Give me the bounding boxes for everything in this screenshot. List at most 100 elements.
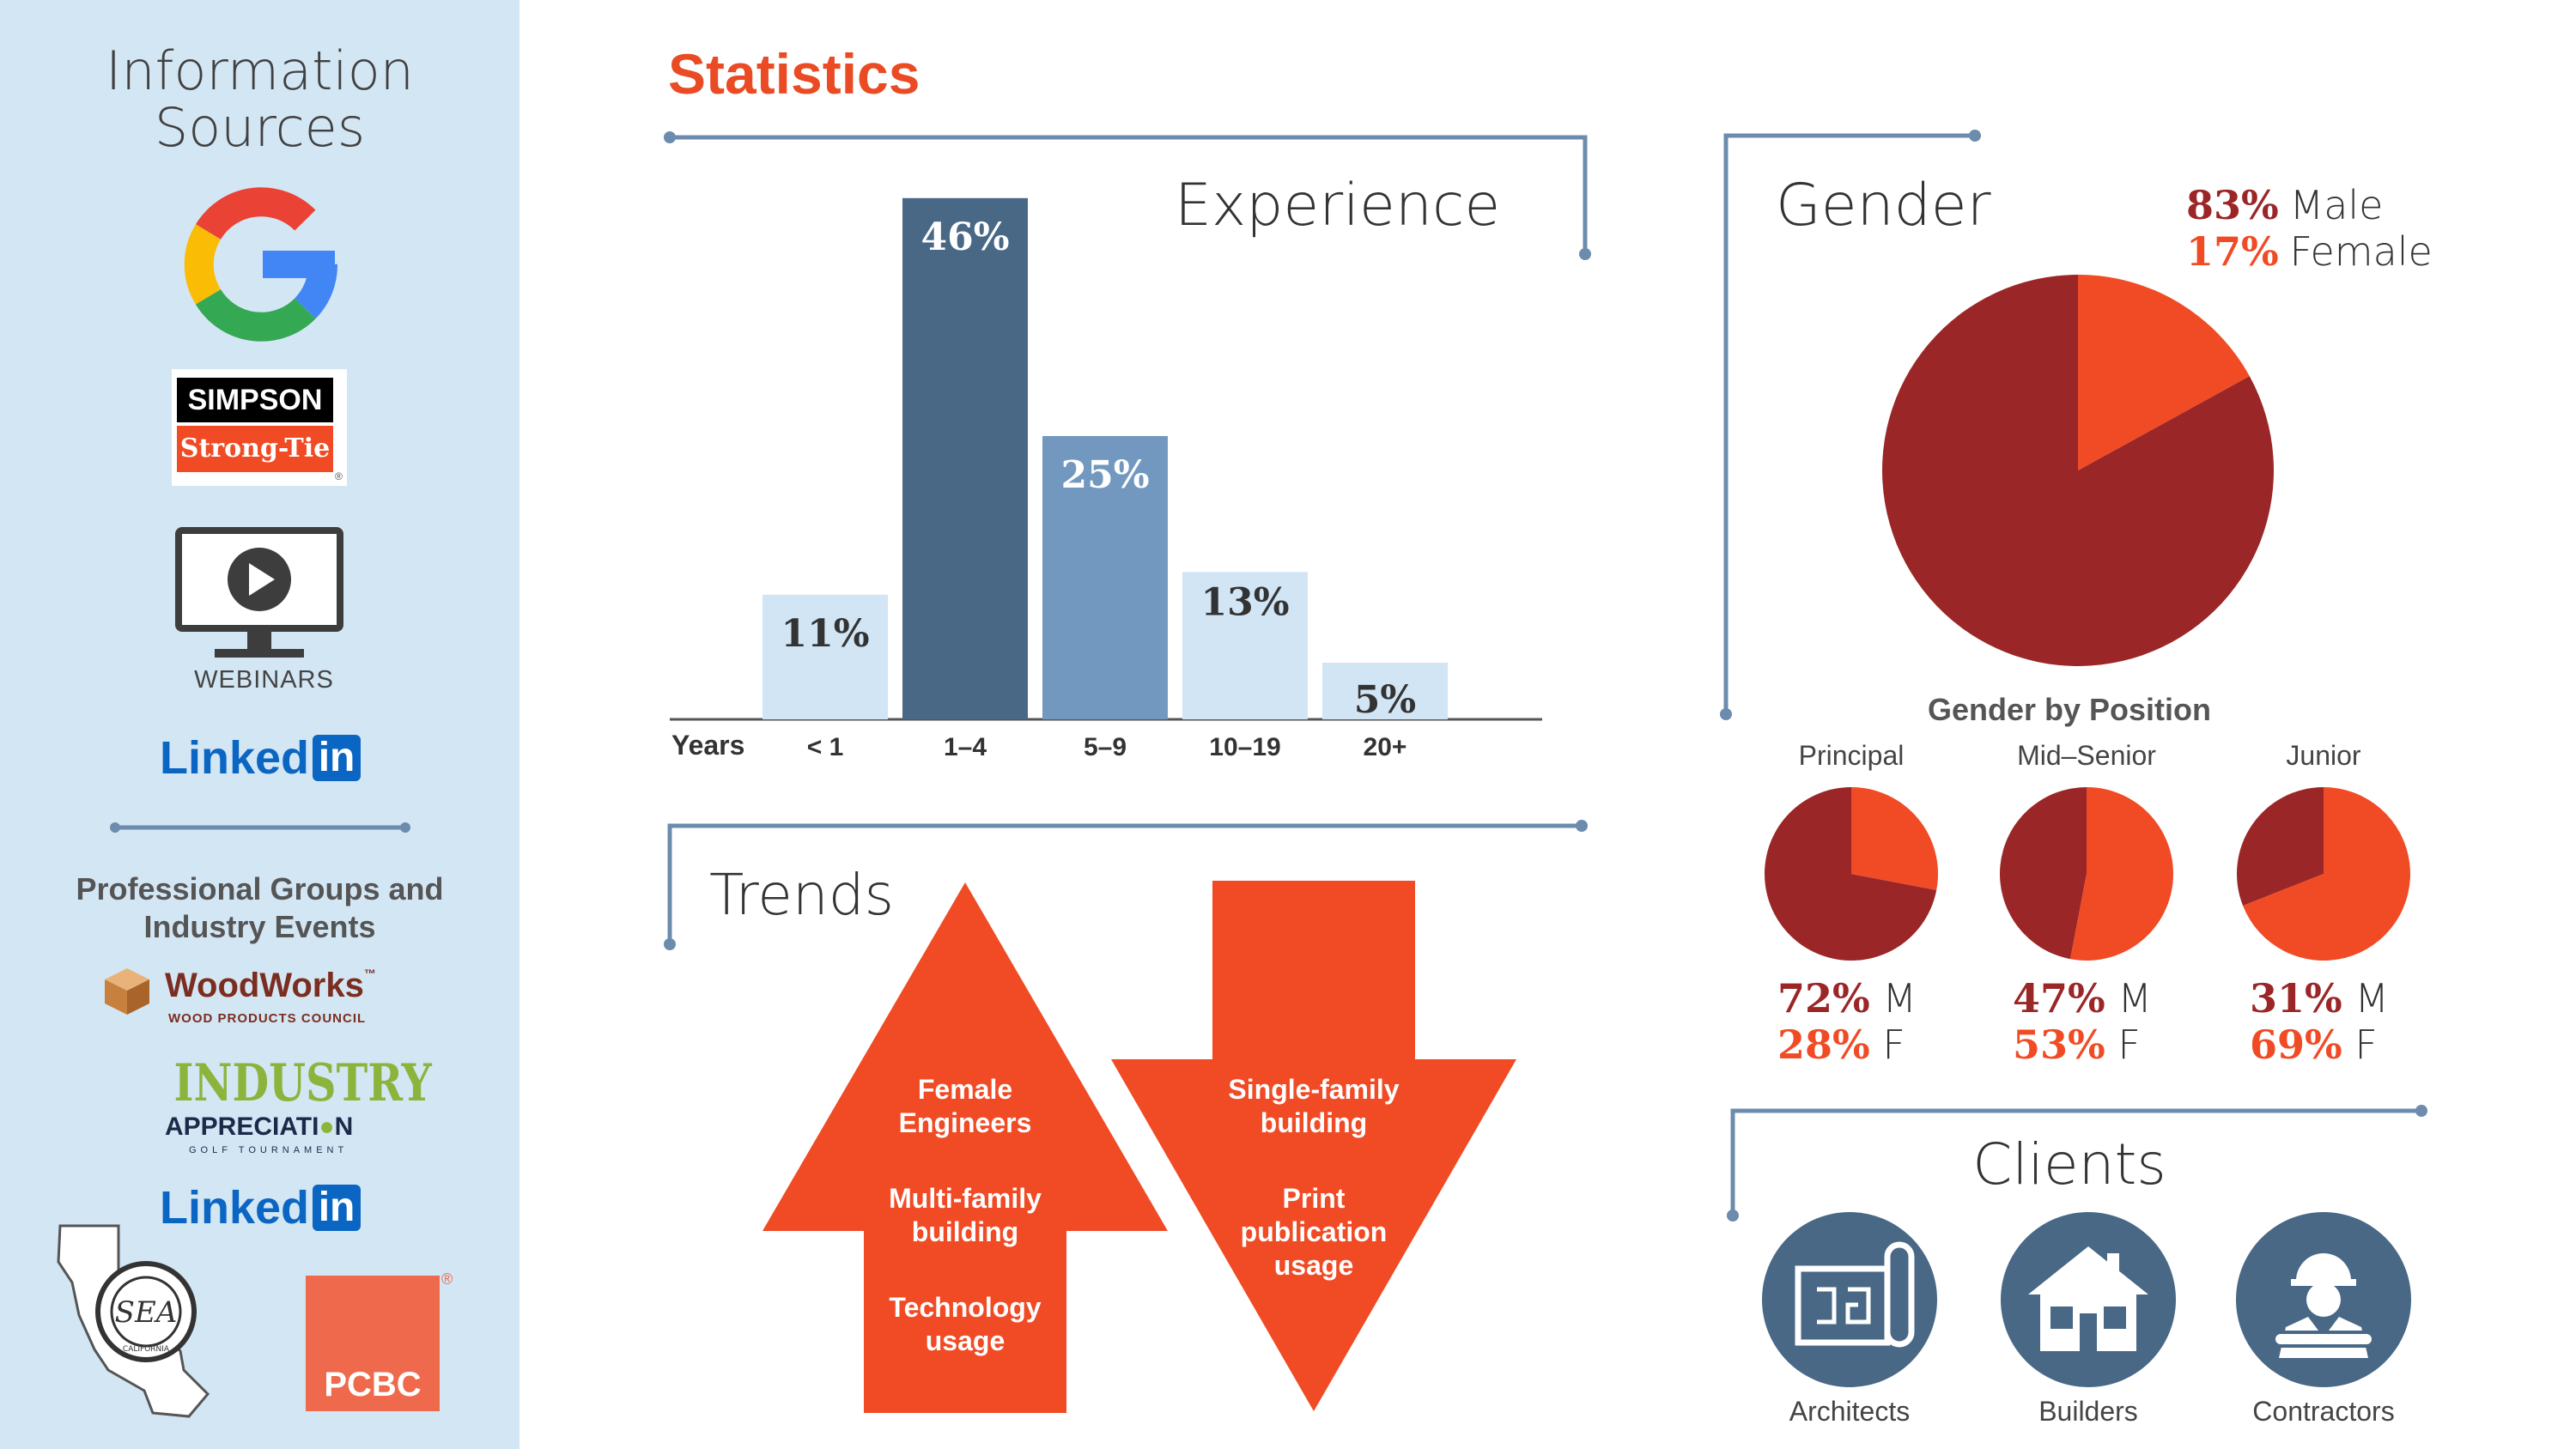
position-legend-0: 72% M 28% F (1777, 975, 1917, 1068)
google-logo-icon (184, 187, 337, 342)
woodworks-logo: WoodWorks™ (165, 967, 376, 1005)
position-sex-2-0: M (2342, 975, 2390, 1022)
client-architects-label: Architects (1789, 1396, 1911, 1427)
x-tick-label-1: 1–4 (944, 733, 987, 761)
webinars-label: WEBINARS (194, 666, 334, 694)
trend-up-item-line: Multi-family (889, 1183, 1042, 1214)
trend-up-list: Female Engineers Multi-family building Techn… (816, 1073, 1115, 1400)
pcbc-registered-mark: ® (441, 1270, 453, 1288)
position-legend-row-2-0: 31% M (2250, 975, 2389, 1022)
position-legend-row-1-0: 47% M (2013, 975, 2152, 1022)
sea-california-logo-icon: SEA CALIFORNIA (57, 1224, 210, 1418)
client-builders-label: Builders (2038, 1396, 2138, 1427)
simpson-logo-top: SIMPSON (177, 378, 333, 422)
simpson-strong-tie-logo: SIMPSON Strong-Tie ® (172, 369, 347, 486)
position-legend-row-1-1: 53% F (2013, 1022, 2152, 1068)
sidebar-divider (110, 822, 410, 833)
groups-title-line2: Industry Events (143, 909, 376, 944)
trend-down-item-line: Single-family (1228, 1074, 1400, 1105)
linkedin-logo: Linked in (160, 731, 361, 784)
position-sex-2-1: F (2342, 1022, 2378, 1068)
gender-pie-slice-female (2078, 275, 2250, 470)
industry-logo-word2: APPRECIATI●N (165, 1113, 353, 1142)
trend-down-item-line: building (1260, 1107, 1368, 1138)
trend-down-item-0: Single-family building (1170, 1073, 1458, 1140)
gender-legend-female: 17% Female (2186, 228, 2433, 275)
trend-up-item-line: building (911, 1216, 1019, 1247)
groups-title: Professional Groups and Industry Events (0, 870, 519, 946)
position-legend-row-0-0: 72% M (1777, 975, 1917, 1022)
linkedin-word: Linked (160, 732, 310, 784)
position-label-0: Principal (1798, 740, 1905, 771)
linkedin-in-badge-2: in (313, 1185, 361, 1231)
position-percent-0-0: 72% (1777, 975, 1870, 1022)
position-label-1: Mid–Senior (2017, 740, 2156, 771)
industry-word2-start: APPRECIATI (165, 1113, 319, 1141)
woodworks-name: WoodWorks (165, 967, 364, 1004)
page-title: Statistics (668, 42, 920, 106)
blueprint-icon (1762, 1212, 1937, 1387)
bar-1 (902, 197, 1028, 720)
industry-logo-subtitle: GOLF TOURNAMENT (189, 1145, 349, 1155)
sidebar-title-line1: Information (106, 39, 414, 102)
bar-0 (762, 594, 888, 719)
house-icon (2001, 1212, 2176, 1387)
female-label: Female (2289, 228, 2433, 275)
trend-up-item-line: Female (917, 1074, 1013, 1105)
male-label: Male (2289, 182, 2384, 228)
trend-down-item-line: publication (1240, 1216, 1388, 1247)
linkedin-word-2: Linked (160, 1182, 310, 1234)
pcbc-logo-text: PCBC (324, 1366, 422, 1404)
information-sources-panel: Information Sources SIMPSON Strong-Tie ®… (0, 0, 519, 1449)
position-sex-1-1: F (2105, 1022, 2141, 1068)
position-sex-0-0: M (1869, 975, 1917, 1022)
linkedin-in-badge: in (313, 735, 361, 781)
female-percent: 17% (2186, 228, 2279, 275)
trend-up-item-line: Engineers (898, 1107, 1032, 1138)
woodworks-cube-icon (105, 968, 149, 1015)
bar-value-label-2: 25% (1060, 453, 1149, 497)
x-tick-label-3: 10–19 (1209, 733, 1280, 761)
position-percent-1-1: 53% (2013, 1022, 2105, 1068)
industry-word2-end: N (334, 1113, 354, 1141)
bar-value-label-0: 11% (781, 612, 869, 656)
bar-3 (1182, 572, 1308, 719)
position-percent-1-0: 47% (2013, 975, 2105, 1022)
sidebar-title-line2: Sources (154, 96, 366, 159)
simpson-registered-mark: ® (335, 470, 343, 482)
position-legend-2: 31% M 69% F (2250, 975, 2389, 1068)
sea-logo-text: SEA (115, 1295, 178, 1330)
position-sex-0-1: F (1869, 1022, 1905, 1068)
groups-title-line1: Professional Groups and (76, 871, 444, 906)
trends-title: Trends (709, 862, 895, 928)
simpson-logo-bottom: Strong-Tie (177, 426, 333, 472)
golf-tee-icon: ● (319, 1113, 335, 1141)
pcbc-logo: PCBC (306, 1276, 440, 1411)
trend-up-item-line: usage (925, 1325, 1005, 1356)
x-tick-label-0: < 1 (807, 733, 844, 761)
position-legend-row-2-1: 69% F (2250, 1022, 2389, 1068)
gender-by-position-title: Gender by Position (1927, 692, 2212, 727)
client-contractors-label: Contractors (2252, 1396, 2395, 1427)
bar-2 (1042, 436, 1168, 719)
position-percent-2-1: 69% (2250, 1022, 2342, 1068)
position-pie-1-slice-male (1999, 787, 2087, 960)
bar-value-label-3: 13% (1200, 580, 1289, 624)
position-pie-2-slice-female (2243, 786, 2410, 961)
bar-value-label-1: 46% (920, 215, 1009, 259)
gender-title: Gender (1776, 172, 1991, 239)
woodworks-subtitle: WOOD PRODUCTS COUNCIL (168, 1011, 367, 1026)
position-legend-1: 47% M 53% F (2013, 975, 2152, 1068)
webinar-monitor-icon (175, 527, 343, 658)
trend-down-list: Single-family building Print publication usa… (1170, 1073, 1458, 1325)
trend-down-item-line: usage (1273, 1250, 1354, 1281)
position-pie-0-slice-male (1764, 787, 1937, 961)
clients-title: Clients (1972, 1131, 2166, 1197)
male-percent: 83% (2186, 182, 2279, 228)
experience-title: Experience (1175, 172, 1501, 239)
trend-down-item-line: Print (1282, 1183, 1346, 1214)
